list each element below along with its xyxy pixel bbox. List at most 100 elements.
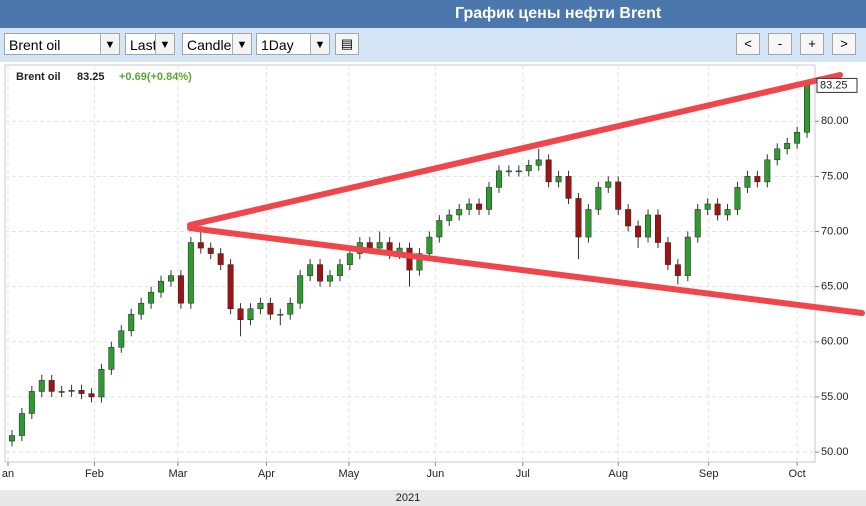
candle-body bbox=[426, 236, 433, 254]
candle-body bbox=[446, 214, 453, 221]
trend-line bbox=[187, 72, 843, 228]
candle-body bbox=[257, 302, 264, 309]
candle-body bbox=[764, 159, 771, 183]
candle-body bbox=[108, 347, 115, 370]
select-text: Brent oil bbox=[9, 37, 61, 53]
candle-body bbox=[784, 143, 791, 150]
candle-body bbox=[98, 369, 105, 398]
price-select[interactable]: Last ▼ bbox=[125, 33, 175, 55]
dropdown-arrow: ▼ bbox=[310, 34, 329, 54]
candle-body bbox=[704, 203, 711, 210]
candle-body bbox=[217, 253, 224, 265]
candle-body bbox=[346, 253, 353, 265]
candle-body bbox=[654, 214, 661, 243]
dropdown-arrow: ▼ bbox=[232, 34, 251, 54]
candle-body bbox=[476, 203, 483, 210]
candle-body bbox=[694, 209, 701, 238]
x-axis-label: 2021 bbox=[396, 492, 420, 504]
candle-body bbox=[674, 264, 681, 276]
y-tick-label: 65.00 bbox=[821, 281, 849, 293]
toolbar: Brent oil ▼ Last ▼ Candle ▼ 1Day ▼ ▤ < - + > bbox=[0, 28, 866, 62]
candle-body bbox=[68, 390, 75, 392]
candle-body bbox=[555, 176, 562, 183]
chart: 2021 Brent oil 83.25 +0.69(+0.84%) 50.00… bbox=[0, 64, 866, 506]
y-tick-label: 50.00 bbox=[821, 446, 849, 458]
select-text: Last bbox=[130, 37, 157, 53]
candle-body bbox=[78, 390, 85, 394]
x-tick-label: Aug bbox=[608, 468, 628, 480]
y-tick-label: 70.00 bbox=[821, 225, 849, 237]
candle-body bbox=[158, 280, 165, 293]
candle-body bbox=[515, 170, 522, 173]
style-select[interactable]: Candle ▼ bbox=[182, 33, 252, 55]
candle-body bbox=[575, 198, 582, 238]
candle-body bbox=[794, 132, 801, 144]
nav-button[interactable]: - bbox=[768, 33, 792, 55]
candle-body bbox=[585, 209, 592, 238]
candle-body bbox=[88, 393, 95, 398]
candle-body bbox=[605, 181, 612, 188]
legend-name: Brent oil bbox=[16, 71, 61, 83]
dropdown-arrow: ▼ bbox=[155, 34, 174, 54]
candle-body bbox=[565, 176, 572, 199]
candle-body bbox=[247, 308, 254, 320]
candle-body bbox=[197, 242, 204, 249]
select-text: 1Day bbox=[261, 37, 294, 53]
candle-body bbox=[406, 247, 413, 271]
candle-body bbox=[595, 187, 602, 210]
candle-body bbox=[734, 187, 741, 210]
y-tick-label: 75.00 bbox=[821, 170, 849, 182]
candle-body bbox=[336, 264, 343, 276]
candle-body bbox=[535, 159, 542, 166]
candle-body bbox=[307, 264, 314, 276]
x-tick-label: Feb bbox=[85, 468, 104, 480]
candle-body bbox=[744, 176, 751, 188]
settings-button[interactable]: ▤ bbox=[335, 33, 359, 55]
candle-body bbox=[774, 148, 781, 161]
interval-select[interactable]: 1Day ▼ bbox=[256, 33, 330, 55]
nav-button[interactable]: > bbox=[832, 33, 856, 55]
candle-body bbox=[18, 413, 25, 436]
candle-body bbox=[177, 275, 184, 304]
legend-last: 83.25 bbox=[77, 71, 105, 83]
candle-body bbox=[138, 302, 145, 315]
x-tick-label: Apr bbox=[258, 468, 275, 480]
y-tick-label: 80.00 bbox=[821, 115, 849, 127]
candle-body bbox=[297, 275, 304, 304]
x-tick-label: Jul bbox=[516, 468, 530, 480]
legend-change: +0.69(+0.84%) bbox=[119, 71, 192, 83]
candle-body bbox=[486, 187, 492, 210]
x-tick-label: Sep bbox=[699, 468, 719, 480]
candle-body bbox=[615, 181, 622, 210]
candle-body bbox=[237, 308, 244, 320]
candle-body bbox=[287, 302, 294, 315]
nav-button[interactable]: < bbox=[736, 33, 760, 55]
candle-body bbox=[525, 165, 532, 172]
nav-button[interactable]: + bbox=[800, 33, 824, 55]
candle-body bbox=[545, 159, 552, 183]
candle-body bbox=[48, 380, 55, 392]
x-tick-label: Jun bbox=[426, 468, 444, 480]
candle-body bbox=[128, 313, 135, 332]
candle-body bbox=[625, 209, 632, 227]
x-tick-label: May bbox=[338, 468, 359, 480]
candle-body bbox=[38, 380, 45, 392]
candle-body bbox=[714, 203, 721, 216]
title-bar: График цены нефти Brent bbox=[0, 0, 866, 28]
last-price-tag bbox=[816, 77, 858, 93]
x-tick-label: Oct bbox=[789, 468, 806, 480]
instrument-select[interactable]: Brent oil ▼ bbox=[4, 33, 120, 55]
candle-body bbox=[645, 214, 652, 238]
trend-line bbox=[187, 225, 865, 316]
candle-body bbox=[317, 264, 324, 282]
candle-body bbox=[466, 203, 473, 210]
candle-body bbox=[495, 170, 502, 188]
candle-body bbox=[684, 236, 691, 276]
candle-body bbox=[148, 291, 155, 304]
chart-layer bbox=[5, 65, 819, 466]
select-text: Candle bbox=[187, 37, 232, 53]
candle-body bbox=[207, 247, 214, 254]
candle-body bbox=[327, 275, 333, 282]
y-tick-label: 55.00 bbox=[821, 391, 849, 403]
